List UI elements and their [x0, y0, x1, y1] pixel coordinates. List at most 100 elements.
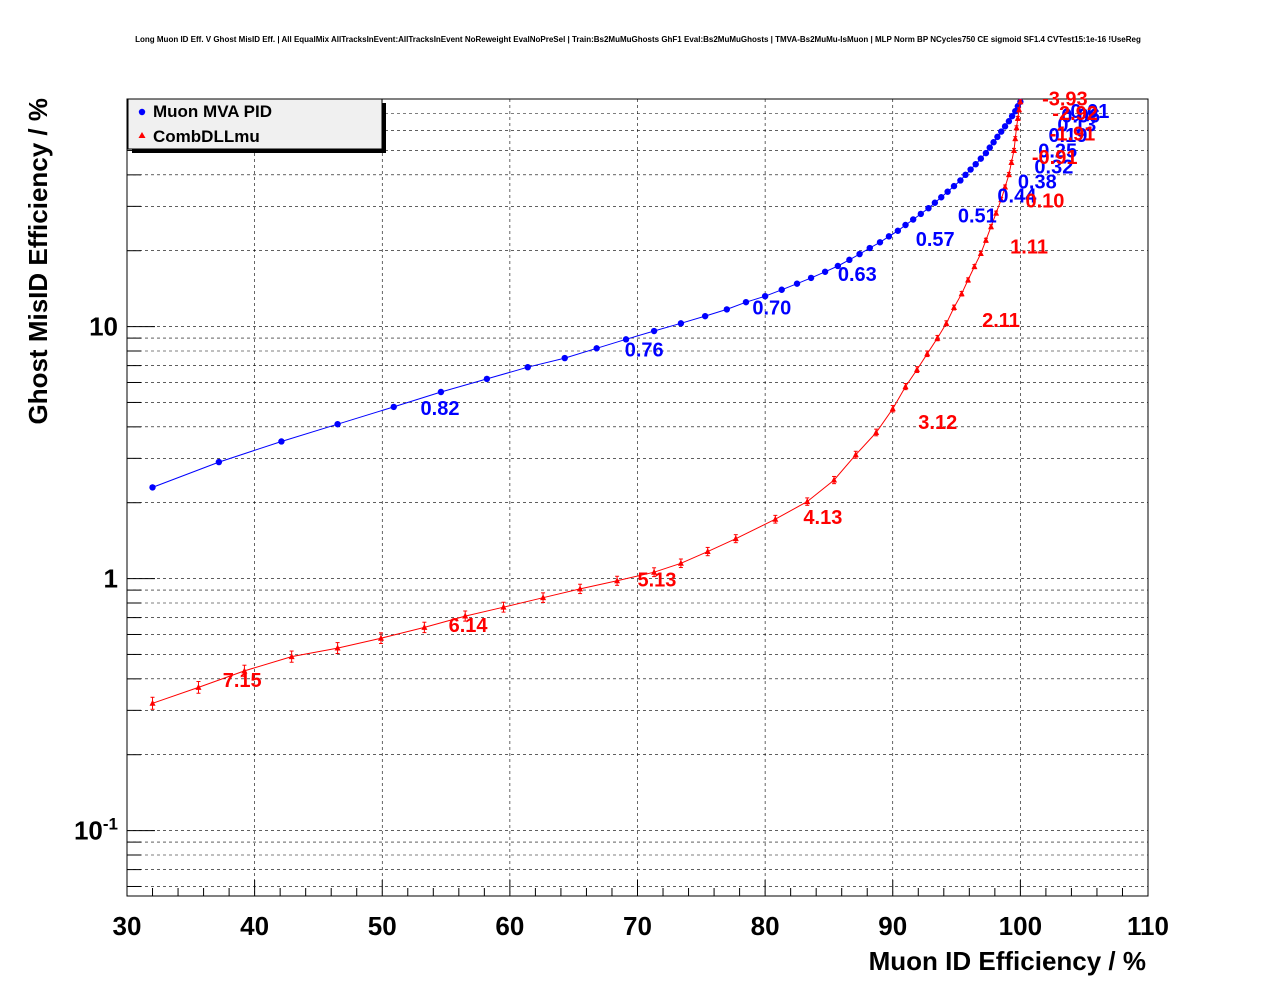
data-point [1012, 107, 1019, 115]
data-point [977, 249, 984, 256]
data-point [885, 233, 893, 240]
data-point [701, 312, 709, 320]
data-point [965, 276, 972, 283]
x-tick-label: 50 [368, 911, 397, 941]
x-axis-title: Muon ID Efficiency / % [869, 946, 1146, 976]
data-point [894, 227, 902, 234]
data-point [866, 244, 873, 252]
data-point [831, 476, 838, 483]
data-point [215, 458, 223, 466]
cut-value-label: 7.15 [223, 670, 262, 692]
x-tick-label: 100 [999, 911, 1042, 941]
cut-value-label: 2.11 [982, 310, 1020, 332]
data-point [149, 484, 156, 491]
cut-value-label: 1.11 [1010, 236, 1048, 258]
legend-marker-mva [138, 108, 146, 116]
x-tick-label: 90 [878, 911, 907, 941]
data-point [195, 683, 202, 690]
data-point [958, 290, 965, 297]
series-line [152, 101, 1021, 488]
x-tick-label: 40 [240, 911, 269, 941]
data-point [334, 644, 341, 651]
cut-value-label: 0.25 [1038, 140, 1077, 162]
data-point [561, 354, 568, 362]
data-point [500, 603, 507, 610]
data-point [778, 286, 785, 293]
data-point [977, 155, 985, 162]
data-point [1012, 135, 1019, 142]
data-point [934, 334, 941, 341]
data-point [524, 363, 531, 371]
data-point [852, 451, 859, 458]
data-point [982, 236, 989, 243]
data-point [540, 594, 547, 601]
y-tick-label: 10-1 [74, 815, 118, 846]
data-point [834, 262, 842, 270]
data-point [1010, 146, 1017, 153]
data-point [889, 405, 896, 412]
data-point [1017, 98, 1024, 105]
data-point [951, 304, 958, 311]
data-point [149, 699, 156, 706]
data-point [421, 623, 428, 630]
y-axis-title: Ghost MisID Efficiency / % [23, 98, 53, 425]
data-point [593, 345, 600, 352]
cut-labels: 0.82 0.76 0.70 0.63 0.570.510.440.380.320.25… [223, 89, 1110, 692]
data-point [925, 204, 932, 212]
data-point [704, 548, 711, 555]
data-point [924, 350, 931, 357]
data-point [742, 298, 750, 306]
data-point [988, 223, 995, 230]
cut-value-label: 0.38 [1018, 171, 1057, 193]
data-point [1005, 118, 1013, 125]
legend-label-mva: Muon MVA PID [153, 102, 272, 121]
data-point [990, 139, 997, 146]
data-point [994, 133, 1001, 141]
x-tick-label: 60 [495, 911, 524, 941]
cut-value-label: 0.57 [916, 229, 955, 251]
chart-title: Long Muon ID Eff. V Ghost MisID Eff. | A… [135, 35, 1141, 44]
legend-marker-dll [138, 132, 146, 138]
cut-value-label: -2.92 [1052, 103, 1098, 125]
data-point [1008, 158, 1015, 165]
data-point [931, 199, 939, 206]
data-point [761, 292, 769, 300]
data-point [972, 160, 979, 168]
data-point [1001, 123, 1009, 130]
data-point [998, 196, 1005, 203]
y-tick-label: 10 [89, 312, 118, 342]
data-point [677, 559, 684, 566]
cut-value-label: 0.10 [1025, 190, 1064, 212]
cut-value-label: 6.14 [449, 615, 489, 637]
data-point [807, 274, 815, 282]
legend: Muon MVA PID CombDLLmu [127, 98, 386, 153]
data-point [577, 585, 584, 592]
data-point [793, 280, 801, 287]
cut-value-label: 5.13 [638, 570, 677, 592]
data-point [483, 375, 491, 383]
data-point [1013, 124, 1020, 131]
cut-value-label: 3.12 [918, 412, 957, 434]
cut-value-label: 0.76 [625, 339, 664, 361]
cut-value-label: 0.63 [838, 264, 877, 286]
data-point [950, 182, 958, 190]
data-point [334, 420, 341, 428]
data-point [962, 171, 969, 179]
data-point [804, 498, 811, 505]
cut-value-label: -1.91 [1050, 123, 1096, 145]
data-point [650, 327, 658, 335]
data-point [944, 188, 951, 195]
data-point [1002, 183, 1009, 190]
data-point [278, 438, 285, 445]
cut-value-label: 0.82 [421, 398, 460, 420]
x-tick-label: 30 [113, 911, 142, 941]
data-point [614, 577, 621, 584]
cut-value-label: 0.13 [1057, 114, 1096, 136]
data-point [723, 306, 731, 313]
data-point [772, 515, 779, 522]
cut-value-label: -0.91 [1032, 147, 1078, 169]
data-point [1005, 171, 1012, 178]
legend-box [127, 98, 383, 150]
